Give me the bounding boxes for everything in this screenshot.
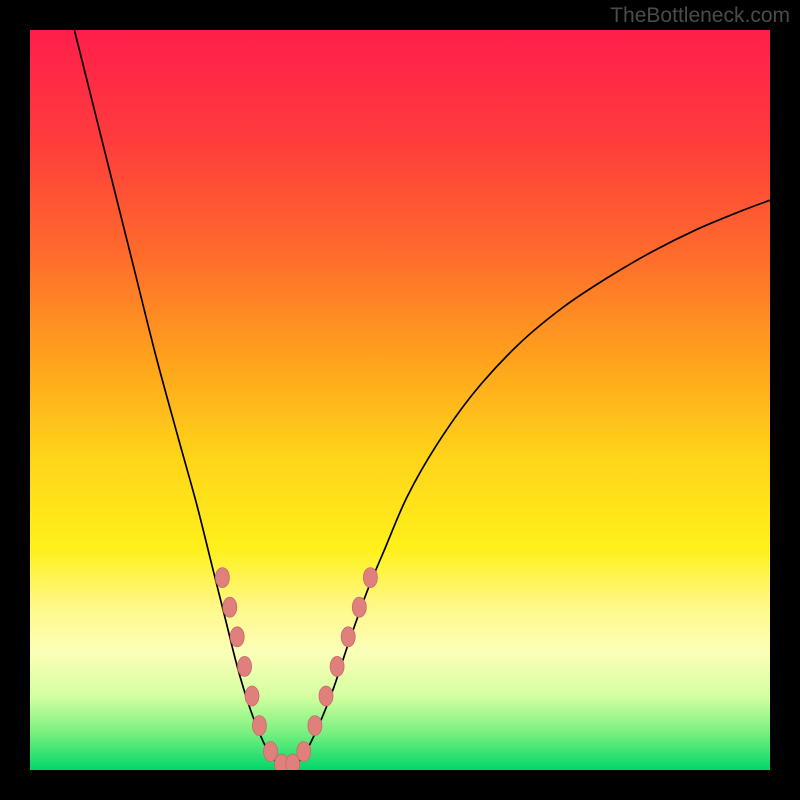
data-marker <box>230 627 244 647</box>
watermark-text: TheBottleneck.com <box>610 4 790 28</box>
data-marker <box>330 656 344 676</box>
chart-background <box>30 30 770 770</box>
data-marker <box>308 716 322 736</box>
chart-svg <box>30 30 770 770</box>
data-marker <box>252 716 266 736</box>
data-marker <box>297 742 311 762</box>
data-marker <box>319 686 333 706</box>
bottleneck-chart <box>30 30 770 770</box>
data-marker <box>223 597 237 617</box>
data-marker <box>341 627 355 647</box>
data-marker <box>238 656 252 676</box>
data-marker <box>245 686 259 706</box>
data-marker <box>352 597 366 617</box>
data-marker <box>363 568 377 588</box>
data-marker <box>215 568 229 588</box>
